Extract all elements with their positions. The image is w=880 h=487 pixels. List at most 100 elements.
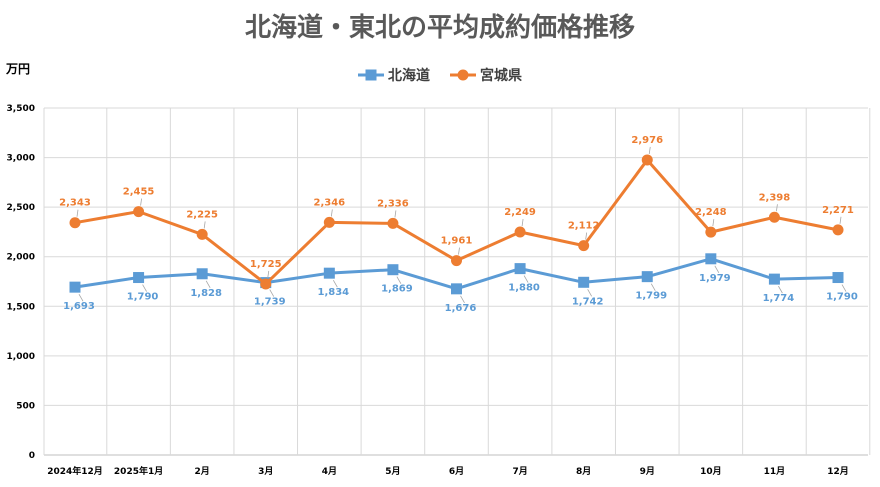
x-tick-label: 7月 [512, 466, 527, 477]
leader-line [523, 275, 529, 283]
data-label: 2,248 [695, 207, 727, 218]
data-point [196, 228, 208, 240]
y-tick-label: 0 [29, 451, 35, 461]
x-tick-label: 2月 [195, 466, 210, 477]
data-point [387, 217, 399, 229]
y-tick-label: 2,500 [7, 203, 35, 213]
data-label: 1,828 [190, 288, 222, 299]
data-label: 2,336 [377, 198, 409, 209]
series-group [69, 154, 844, 295]
x-axis-ticks: 2024年12月 2025年1月 2月 3月 4月 5月 6月 7月 8月 9月 10月 11月 12月 [47, 465, 849, 477]
leader-line [839, 216, 842, 224]
data-point [451, 255, 462, 267]
data-label: 1,693 [63, 301, 95, 312]
data-label: 2,343 [59, 198, 91, 209]
data-label: 2,455 [123, 187, 155, 198]
data-point [832, 272, 844, 284]
x-tick-label: 5月 [385, 466, 400, 477]
leader-line [650, 283, 656, 291]
data-point [641, 271, 653, 283]
y-tick-label: 1,500 [7, 302, 35, 312]
y-axis-unit: 万円 [5, 62, 30, 76]
x-tick-label: 9月 [640, 466, 655, 477]
data-label: 1,676 [445, 303, 477, 314]
leader-line [330, 209, 333, 217]
data-label: 1,790 [826, 292, 858, 303]
x-tick-label: 2025年1月 [114, 465, 163, 477]
data-label: 1,869 [381, 284, 413, 295]
data-label: 2,249 [504, 207, 536, 218]
data-point [514, 226, 526, 238]
y-tick-label: 3,000 [7, 154, 35, 164]
data-label: 2,225 [186, 209, 218, 220]
x-tick-label: 6月 [449, 466, 464, 477]
leader-line [267, 270, 270, 279]
data-label: 1,774 [763, 293, 795, 304]
x-tick-label: 11月 [764, 466, 786, 477]
data-point [514, 263, 526, 275]
leader-line [714, 265, 720, 273]
chart-title: 北海道・東北の平均成約価格推移 [245, 12, 635, 43]
data-point [387, 264, 399, 276]
data-label: 2,398 [759, 192, 791, 203]
y-tick-label: 500 [16, 401, 35, 411]
data-point [451, 283, 462, 295]
data-label: 1,834 [318, 287, 350, 298]
y-axis-ticks: 0 500 1,000 1,500 2,000 2,500 3,000 3,500 [7, 104, 35, 461]
data-label: 1,880 [508, 283, 540, 294]
data-label: 2,976 [631, 135, 663, 146]
leader-line [78, 293, 84, 302]
leader-line [203, 221, 206, 229]
data-point [69, 217, 81, 229]
data-point [323, 216, 335, 228]
data-point [768, 211, 780, 223]
leader-line [269, 289, 275, 297]
leader-line [776, 204, 778, 212]
data-point [578, 240, 590, 252]
x-tick-label: 2024年12月 [47, 465, 103, 477]
data-label: 1,739 [254, 297, 286, 308]
legend-marker [457, 69, 469, 81]
leader-line [140, 198, 142, 206]
leader-line [841, 284, 847, 292]
leader-line [521, 218, 524, 227]
data-label: 1,742 [572, 296, 604, 307]
leader-line [458, 247, 460, 255]
data-point [768, 273, 780, 285]
y-tick-label: 1,000 [7, 352, 35, 362]
leader-line [778, 285, 783, 294]
leader-line [142, 284, 147, 292]
data-label: 1,799 [635, 291, 667, 302]
data-labels: 1,693 1,790 1,828 1,739 1,834 1,869 1,676 1,880… [59, 135, 858, 314]
data-point [196, 268, 208, 280]
leader-line [396, 276, 402, 284]
data-label: 1,961 [441, 236, 473, 247]
x-tick-label: 10月 [700, 466, 722, 477]
data-point [578, 276, 590, 288]
leader-line [76, 209, 79, 217]
data-label: 1,725 [250, 259, 282, 270]
gridlines [43, 107, 871, 456]
data-point [133, 206, 145, 218]
legend-label: 宮城県 [480, 67, 522, 84]
leader-line [332, 279, 338, 288]
x-tick-label: 4月 [322, 466, 337, 477]
leader-line [460, 295, 465, 304]
data-point [260, 278, 272, 290]
legend-marker [365, 69, 377, 81]
data-label: 2,112 [568, 221, 600, 232]
leader-line [585, 232, 588, 240]
data-point [323, 267, 335, 279]
data-point [705, 226, 717, 238]
data-point [133, 272, 145, 284]
y-tick-label: 3,500 [7, 104, 35, 114]
legend-label: 北海道 [388, 67, 430, 84]
leader-line [205, 280, 211, 288]
x-tick-label: 12月 [827, 466, 849, 477]
leader-line [648, 146, 651, 155]
data-label: 1,979 [699, 273, 731, 284]
x-tick-label: 8月 [576, 466, 591, 477]
legend: 北海道 宮城県 [358, 67, 522, 84]
data-point [705, 253, 717, 265]
